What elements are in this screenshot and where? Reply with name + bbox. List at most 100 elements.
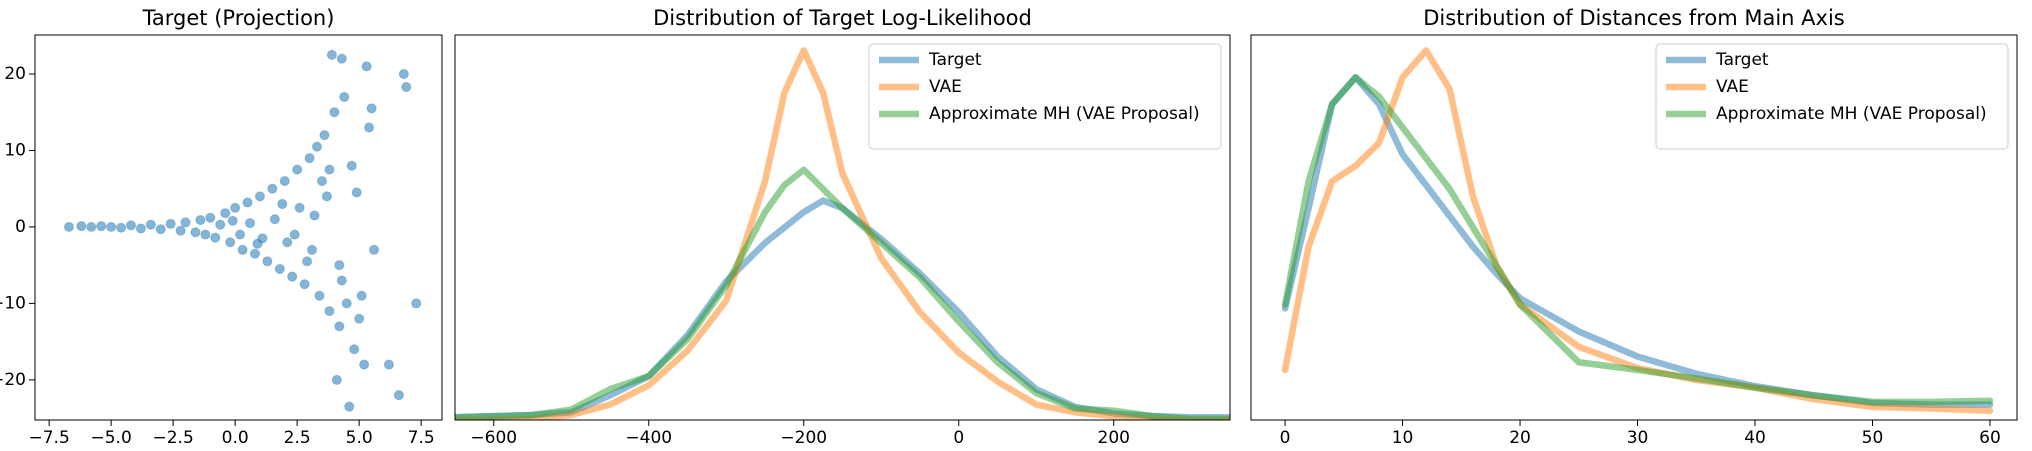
point [254,191,266,202]
point [324,164,335,175]
series-line [455,47,1230,420]
point [289,229,300,240]
point [334,260,345,271]
point [309,210,320,221]
point [316,175,328,187]
point [299,279,310,290]
point [125,220,137,231]
chart-title: Target (Projection) [142,6,335,30]
point [346,160,357,171]
point [237,244,248,255]
point [135,223,147,234]
point [287,271,298,282]
chart-title: Distribution of Target Log-Likelihood [653,6,1032,30]
x-tick-label: −400 [625,428,672,448]
legend-label: VAE [1716,77,1749,97]
point [115,222,127,233]
chart: Distribution of Distances from Main Axis… [1250,6,2018,448]
point [200,229,211,240]
x-tick-label: 0 [953,428,964,448]
point [334,321,345,332]
point [304,153,315,164]
point [220,208,231,219]
point [175,225,186,236]
point [190,227,201,238]
legend-box [1655,43,2009,150]
point [349,344,360,355]
legend: Target VAE Approximate MH (VAE Proposal) [1655,43,2009,150]
x-tick-label: 30 [1627,428,1649,448]
point [63,221,75,233]
point [306,244,318,255]
legend: Target VAE Approximate MH (VAE Proposal) [868,43,1222,150]
point [215,219,226,230]
point [411,298,422,309]
point [359,359,370,370]
point [366,103,377,114]
point [230,202,241,213]
point [324,305,335,317]
point [262,256,273,267]
x-tick-label: 7.5 [408,428,435,448]
x-tick-label: 40 [1744,428,1766,448]
chart: Target (Projection) −7.5 −5.0 −2.5 0.0 2.5 5.0… [0,6,443,448]
legend-label: Target [1715,50,1769,70]
legend-box [868,43,1222,150]
point [398,68,409,80]
x-tick-label: 2.5 [284,428,311,448]
point [351,187,362,198]
x-tick-label: −7.5 [28,428,69,448]
legend-label: Approximate MH (VAE Proposal) [1716,104,1987,124]
plot-area [1281,47,1994,415]
point [319,130,330,141]
x-tick-label: −200 [780,428,827,448]
point [321,191,333,202]
y-tick-label: −20 [0,370,26,390]
y-tick-label: 0 [15,217,26,237]
point [383,359,395,370]
point [145,219,156,230]
point [344,401,355,412]
point [269,214,280,225]
point [244,218,256,229]
point [339,91,350,103]
y-tick-label: 10 [4,140,26,160]
point [329,107,340,118]
y-tick-label: −10 [0,293,26,313]
series-line [455,166,1230,420]
point [341,298,352,309]
x-tick-label: 10 [1392,428,1414,448]
point [86,221,97,233]
point [326,49,337,60]
point [155,224,166,235]
x-tick-label: 60 [1979,428,2001,448]
point [252,238,263,249]
axes-frame [34,34,443,421]
point [292,164,303,175]
axes-frame [454,34,1231,421]
point [106,221,117,233]
x-tick-label: 5.0 [346,428,373,448]
point [356,290,367,301]
point [363,122,375,133]
point [195,214,206,226]
x-tick-label: −5.0 [91,428,132,448]
point [96,221,107,232]
point [311,141,323,152]
point [76,221,87,232]
point [227,215,238,226]
legend-label: Target [928,50,982,70]
point [235,229,246,240]
x-tick-label: 0 [1280,428,1291,448]
x-tick-label: 20 [1509,428,1531,448]
x-tick-label: −2.5 [153,428,194,448]
point [294,202,305,213]
x-tick-label: 0.0 [222,428,249,448]
plot-area [455,47,1230,420]
point [301,256,313,267]
point [267,183,278,194]
point [210,232,221,243]
point [282,237,293,248]
x-tick-label: 200 [1098,428,1130,448]
